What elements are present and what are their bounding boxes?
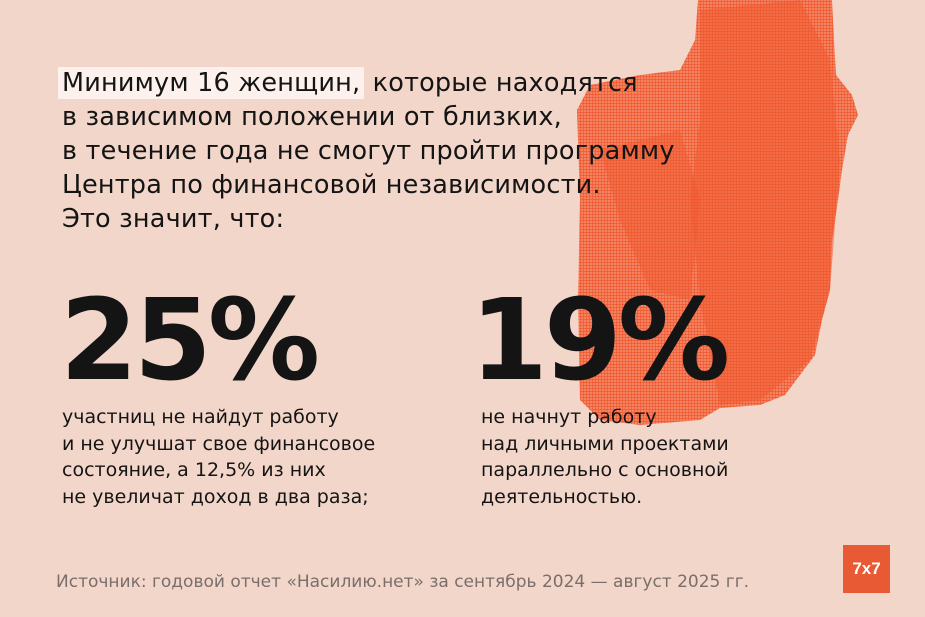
desc-line: параллельно с основной xyxy=(481,459,729,481)
stat-value-19: 19% xyxy=(470,276,730,406)
headline-line: в течение года не смогут пройти программ… xyxy=(62,136,675,166)
headline: Минимум 16 женщин, которые находятся в з… xyxy=(58,66,675,236)
desc-line: и не улучшат свое финансовое xyxy=(62,432,376,455)
figure-arm xyxy=(600,130,700,300)
headline-highlight: Минимум 16 женщин, xyxy=(58,67,365,99)
source-note: Источник: годовой отчет «Насилию.нет» за… xyxy=(56,572,750,592)
desc-line: не увеличат доход в два раза; xyxy=(62,485,369,508)
desc-line: участниц не найдут работу xyxy=(62,406,339,428)
headline-line: Это значит, что: xyxy=(62,204,285,234)
headline-line: которые находятся xyxy=(364,68,638,98)
desc-line: над личными проектами xyxy=(481,432,729,455)
logo-7x7: 7x7 xyxy=(843,545,890,593)
desc-line: состояние, а 12,5% из них xyxy=(62,459,326,481)
desc-line: не начнут работу xyxy=(481,406,657,428)
headline-line: в зависимом положении от близких, xyxy=(62,102,562,132)
desc-line: деятельностью. xyxy=(481,485,643,508)
figure-shadow xyxy=(690,0,840,405)
headline-line: Центра по финансовой независимости. xyxy=(62,170,601,200)
stat-description-1: участниц не найдут работу и не улучшат с… xyxy=(62,404,375,510)
stat-value-25: 25% xyxy=(60,276,320,406)
stat-description-2: не начнут работу над личными проектами п… xyxy=(481,404,729,510)
